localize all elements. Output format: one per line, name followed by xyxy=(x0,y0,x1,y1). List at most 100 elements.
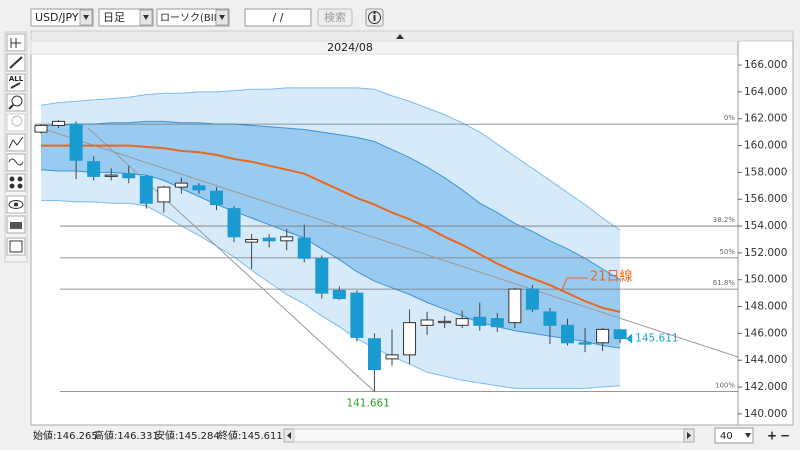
candle-body-up xyxy=(157,186,171,203)
plot-area: 0% 38.2% 50% 61.8% 100% 140.000 142.000 144.000… xyxy=(34,59,787,420)
search-button[interactable] xyxy=(317,8,353,27)
dropdown-arrow xyxy=(745,433,751,438)
low-label: 141.661 xyxy=(346,398,389,410)
y-tick-label: 156.000 xyxy=(744,193,787,205)
ma-line xyxy=(41,144,621,313)
cursor-icon xyxy=(10,38,21,48)
candle-body-up xyxy=(420,319,434,326)
candle-body-down xyxy=(297,237,311,259)
color-tool[interactable] xyxy=(6,173,26,192)
band-2sigma-lower xyxy=(41,200,621,389)
candle-body-up xyxy=(52,120,66,126)
candle-body-down xyxy=(87,161,101,177)
collapse-arrow xyxy=(396,34,404,39)
y-tick-label: 158.000 xyxy=(744,166,787,178)
candle-body-up xyxy=(34,124,48,133)
scroll-arrow xyxy=(687,432,691,439)
date-value: / / xyxy=(273,11,284,24)
x-period-label: 2024/08 xyxy=(327,41,373,54)
table-icon xyxy=(9,240,23,253)
fib-label: 61.8% xyxy=(713,279,736,287)
price-marker xyxy=(626,333,633,344)
chart-type-value: ローソク(BID) xyxy=(160,12,225,24)
eye-icon xyxy=(14,202,18,207)
zoom-out-button[interactable]: − xyxy=(780,429,790,443)
date-input[interactable] xyxy=(244,8,312,27)
y-tick-label: 166.000 xyxy=(744,59,787,71)
candle-body-up xyxy=(174,182,188,188)
candle-body-down xyxy=(139,175,153,204)
candle-body-down xyxy=(578,342,592,345)
period-value: 日足 xyxy=(103,11,125,24)
candle-body-up xyxy=(280,236,294,242)
page-size-select[interactable] xyxy=(714,427,754,444)
status-high: 高値:146.331 xyxy=(94,429,159,442)
candle-body-down xyxy=(227,208,241,238)
pair-select[interactable] xyxy=(30,8,94,27)
table-tool[interactable] xyxy=(6,237,26,256)
all-label: ALL xyxy=(9,75,24,83)
tool-panel: ALL xyxy=(4,31,28,263)
y-tick-label: 140.000 xyxy=(744,408,787,420)
candle-body-down xyxy=(490,318,504,328)
collapse-bar[interactable] xyxy=(30,30,794,42)
y-tick-label: 164.000 xyxy=(744,86,787,98)
candle-body-down xyxy=(561,324,574,344)
dots-icon xyxy=(17,176,23,182)
dots-icon xyxy=(9,176,15,182)
zoom-icon xyxy=(11,115,23,127)
candle-body-down xyxy=(543,311,557,326)
scroll-arrow xyxy=(287,432,291,439)
y-tick-label: 146.000 xyxy=(744,327,787,339)
pen-icon xyxy=(9,56,23,69)
print-icon xyxy=(10,222,22,229)
candle-body-up xyxy=(438,320,452,324)
candle-body-down xyxy=(210,190,223,206)
zoom-icon xyxy=(8,104,14,110)
band-1sigma-upper xyxy=(41,120,621,281)
candle-body-down xyxy=(192,185,206,191)
scroll-track[interactable] xyxy=(293,428,685,443)
candle-body-up xyxy=(385,354,399,360)
candle-body-down xyxy=(69,123,83,161)
zoom-out-tool[interactable] xyxy=(6,113,26,132)
band-1sigma-area xyxy=(41,121,621,349)
toolbar: USD/JPY 日足 ローソク(BID) / / 検索 xyxy=(30,8,384,27)
dropdown-arrow xyxy=(219,15,225,20)
candle-body-down xyxy=(473,316,487,326)
candle-body-up xyxy=(508,288,522,324)
zoom-in-button[interactable]: + xyxy=(767,429,777,443)
search-label: 検索 xyxy=(324,10,346,24)
candle-body-down xyxy=(525,288,539,310)
ma-callout xyxy=(561,277,588,291)
info-icon xyxy=(373,15,376,21)
zoom-icon xyxy=(11,95,23,107)
trend-line xyxy=(87,127,376,393)
eye-icon xyxy=(8,200,24,209)
candle-body-down xyxy=(613,329,627,340)
pair-value: USD/JPY xyxy=(35,11,79,24)
candle-body-up xyxy=(596,328,610,344)
candle-body-down xyxy=(350,292,364,338)
y-tick-label: 150.000 xyxy=(744,274,787,286)
status-low: 安値:145.284 xyxy=(155,429,220,442)
date-header xyxy=(30,40,739,55)
dots-icon xyxy=(17,183,23,189)
band-2sigma-upper xyxy=(40,87,621,231)
ma-label: 21日線 xyxy=(590,269,633,285)
last-price-label: 145.611 xyxy=(635,333,678,345)
y-tick-label: 144.000 xyxy=(744,354,787,366)
y-tick-label: 148.000 xyxy=(744,301,787,313)
indicator-tool[interactable] xyxy=(6,133,26,152)
y-tick-label: 142.000 xyxy=(744,381,787,393)
info-icon xyxy=(368,11,381,24)
fib-label: 50% xyxy=(719,248,735,256)
y-tick-label: 154.000 xyxy=(744,220,787,232)
info-icon xyxy=(373,12,376,14)
y-tick-label: 152.000 xyxy=(744,247,787,259)
dropdown-arrow xyxy=(83,15,89,20)
chart-type-select[interactable] xyxy=(156,8,230,27)
status-bar: 始値:146.265 高値:146.331 安値:145.284 終値:145.… xyxy=(0,426,800,450)
eraser-icon xyxy=(10,82,21,89)
y-tick-label: 162.000 xyxy=(744,113,787,125)
